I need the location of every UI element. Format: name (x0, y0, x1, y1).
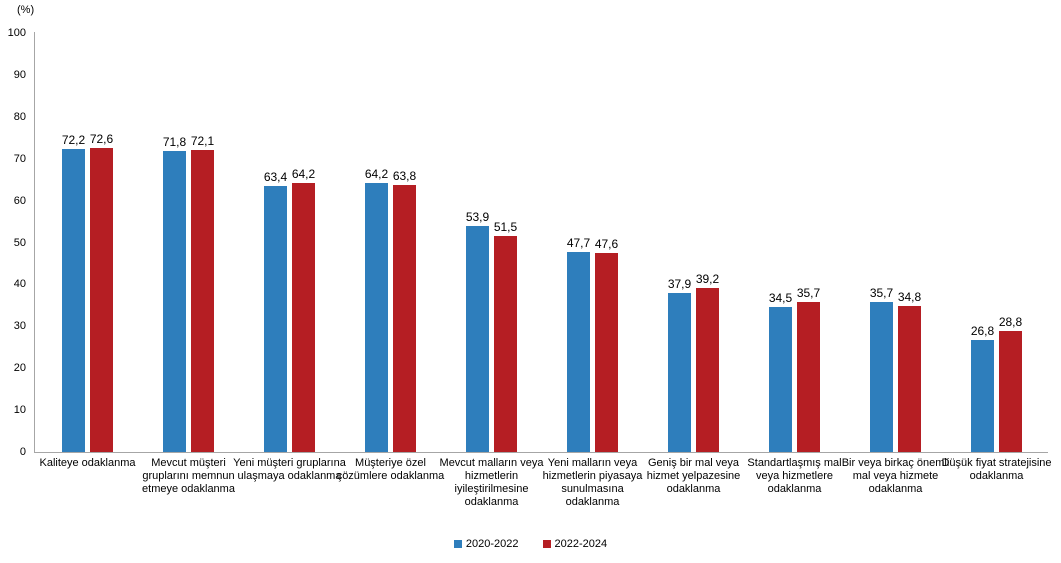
bar-value-label: 71,8 (162, 135, 187, 150)
bar-2022-2024 (494, 236, 517, 452)
y-axis-tick-label: 80 (13, 110, 26, 123)
bar-2022-2024 (797, 302, 820, 452)
category-label: Düşük fiyat stratejisine odaklanma (941, 457, 1052, 482)
bar-value-label: 72,1 (190, 133, 215, 148)
bar-group: 53,9 51,5 (441, 33, 542, 452)
bar-group: 26,8 28,8 (946, 33, 1047, 452)
bar-group: 71,8 72,1 (138, 33, 239, 452)
bar-value-label: 35,7 (796, 286, 821, 301)
y-axis-tick-label: 90 (13, 68, 26, 81)
legend-swatch-2020-2022 (453, 540, 462, 548)
y-axis-tick-label: 20 (13, 362, 26, 375)
bar-2020-2022 (769, 307, 792, 452)
bar-2022-2024 (999, 331, 1022, 452)
legend-item: 2020-2022 (453, 538, 519, 550)
bar-2022-2024 (292, 183, 315, 452)
bar-2020-2022 (163, 151, 186, 452)
bar-2022-2024 (898, 306, 921, 452)
category-label: Geniş bir mal veya hizmet yelpazesine od… (646, 457, 741, 495)
bar-2020-2022 (567, 252, 590, 452)
bar-value-label: 35,7 (869, 286, 894, 301)
bar-value-label: 72,2 (61, 133, 86, 148)
bar-2020-2022 (971, 339, 994, 452)
bar-2020-2022 (365, 183, 388, 452)
legend-swatch-2022-2024 (542, 540, 551, 548)
bar-2022-2024 (696, 287, 719, 452)
bar-value-label: 26,8 (970, 323, 995, 338)
y-axis-unit-label: (%) (17, 4, 35, 16)
bar-value-label: 39,2 (695, 271, 720, 286)
category-label: Mevcut müşteri gruplarını memnun etmeye … (142, 457, 235, 495)
bar-group: 35,7 34,8 (845, 33, 946, 452)
category-label: Bir veya birkaç önemli mal veya hizmete … (841, 457, 950, 495)
bar-group: 34,5 35,7 (744, 33, 845, 452)
y-axis-tick-label: 70 (13, 152, 26, 165)
bar-2020-2022 (668, 293, 691, 452)
y-axis-tick-labels: 0 10 20 30 40 50 60 70 80 90 100 (0, 27, 30, 458)
bar-2020-2022 (466, 226, 489, 452)
y-axis-tick-label: 10 (13, 404, 26, 417)
bar-value-label: 63,4 (263, 170, 288, 185)
y-axis-tick-label: 30 (13, 320, 26, 333)
bar-group: 63,4 64,2 (239, 33, 340, 452)
bar-value-label: 63,8 (392, 168, 417, 183)
bar-2022-2024 (595, 252, 618, 452)
bar-value-label: 34,8 (897, 290, 922, 305)
bar-group: 37,9 39,2 (643, 33, 744, 452)
bar-2020-2022 (264, 186, 287, 452)
category-label: Yeni malların veya hizmetlerin piyasaya … (542, 457, 643, 508)
legend: 2020-2022 2022-2024 (0, 538, 1061, 550)
category-label: Mevcut malların veya hizmetlerin iyileşt… (439, 457, 544, 508)
bar-group: 47,7 47,6 (542, 33, 643, 452)
bar-2022-2024 (90, 147, 113, 452)
bar-2022-2024 (393, 184, 416, 452)
legend-label: 2020-2022 (465, 538, 519, 550)
bar-value-label: 28,8 (998, 315, 1023, 330)
bar-2020-2022 (62, 149, 85, 452)
y-axis-tick-label: 0 (19, 446, 26, 458)
bar-value-label: 34,5 (768, 291, 793, 306)
bar-value-label: 47,6 (594, 236, 619, 251)
bar-value-label: 37,9 (667, 277, 692, 292)
bar-2022-2024 (191, 149, 214, 452)
y-axis-tick-label: 60 (13, 194, 26, 207)
bar-value-label: 72,6 (89, 131, 114, 146)
legend-item: 2022-2024 (542, 538, 608, 550)
bar-value-label: 51,5 (493, 220, 518, 235)
legend-label: 2022-2024 (554, 538, 608, 550)
category-label: Müşteriye özel çözümlere odaklanma (336, 457, 445, 482)
category-label: Yeni müşteri gruplarına ulaşmaya odaklan… (233, 457, 346, 482)
y-axis-tick-label: 40 (13, 278, 26, 291)
bar-value-label: 47,7 (566, 236, 591, 251)
category-label: Standartlaşmış mal veya hizmetlere odakl… (747, 457, 842, 495)
y-axis-tick-label: 100 (7, 27, 26, 39)
bar-2020-2022 (870, 302, 893, 452)
x-axis-line (34, 452, 1048, 453)
plot-area: 72,2 72,6 71,8 72,1 63,4 64,2 64,2 63,8 53,9 51,5… (37, 33, 1047, 452)
y-axis-line (34, 32, 35, 452)
category-label: Kaliteye odaklanma (39, 457, 136, 469)
bar-value-label: 64,2 (364, 167, 389, 181)
y-axis-tick-label: 50 (13, 236, 26, 249)
bar-group: 72,2 72,6 (37, 33, 138, 452)
bar-value-label: 53,9 (465, 210, 490, 225)
bar-group: 64,2 63,8 (340, 33, 441, 452)
bar-value-label: 64,2 (291, 167, 316, 181)
